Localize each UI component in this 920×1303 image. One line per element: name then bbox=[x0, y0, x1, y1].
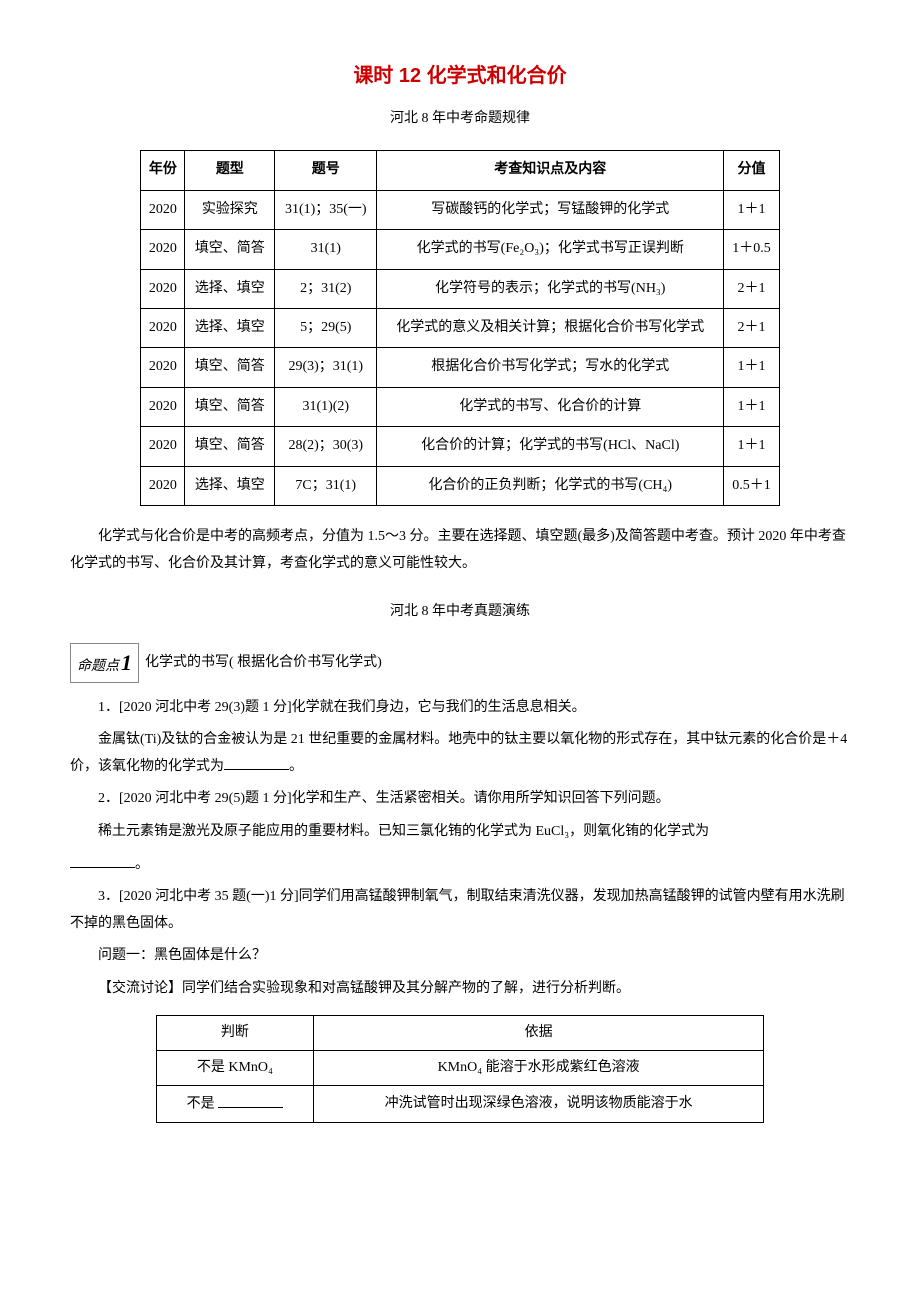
table-cell: 2＋1 bbox=[724, 308, 780, 347]
table-row: 2020实验探究31(1)；35(一)写碳酸钙的化学式；写锰酸钾的化学式1＋1 bbox=[141, 190, 780, 229]
cell-basis-1: KMnO₄ 能溶于水形成紫红色溶液 bbox=[314, 1051, 764, 1086]
topic-header: 命题点 1 化学式的书写( 根据化合价书写化学式) bbox=[70, 643, 850, 682]
subtitle-rules: 河北 8 年中考命题规律 bbox=[70, 108, 850, 130]
table-row: 不是 KMnO₄ KMnO₄ 能溶于水形成紫红色溶液 bbox=[156, 1051, 763, 1086]
table-row: 2020选择、填空5；29(5)化学式的意义及相关计算；根据化合价书写化学式2＋… bbox=[141, 308, 780, 347]
th-year: 年份 bbox=[141, 151, 185, 190]
table-cell: 1＋0.5 bbox=[724, 230, 780, 269]
table-row: 2020填空、简答28(2)；30(3)化合价的计算；化学式的书写(HCl、Na… bbox=[141, 427, 780, 466]
th-score: 分值 bbox=[724, 151, 780, 190]
topic-label: 命题点 bbox=[77, 656, 119, 678]
table-row: 2020填空、简答29(3)；31(1)根据化合价书写化学式；写水的化学式1＋1 bbox=[141, 348, 780, 387]
table-cell: 7C；31(1) bbox=[275, 466, 377, 505]
blank-field[interactable] bbox=[218, 1092, 283, 1107]
table-cell: 2020 bbox=[141, 269, 185, 308]
th-type: 题型 bbox=[185, 151, 275, 190]
table-cell: 化学式的书写(Fe₂O₃)；化学式书写正误判断 bbox=[377, 230, 724, 269]
q2-head: 2．[2020 河北中考 29(5)题 1 分]化学和生产、生活紧密相关。请你用… bbox=[70, 786, 850, 813]
table-cell: 2020 bbox=[141, 427, 185, 466]
q2-body-line2: 。 bbox=[70, 852, 850, 879]
table-cell: 31(1)；35(一) bbox=[275, 190, 377, 229]
table-cell: 28(2)；30(3) bbox=[275, 427, 377, 466]
table-cell: 选择、填空 bbox=[185, 269, 275, 308]
table-cell: 化合价的正负判断；化学式的书写(CH₄) bbox=[377, 466, 724, 505]
summary-paragraph: 化学式与化合价是中考的高频考点，分值为 1.5～3 分。主要在选择题、填空题(最… bbox=[70, 524, 850, 577]
table-cell: 2020 bbox=[141, 190, 185, 229]
table-cell: 根据化合价书写化学式；写水的化学式 bbox=[377, 348, 724, 387]
table-row: 2020选择、填空2；31(2)化学符号的表示；化学式的书写(NH₃)2＋1 bbox=[141, 269, 780, 308]
table-cell: 2020 bbox=[141, 466, 185, 505]
table-cell: 2020 bbox=[141, 230, 185, 269]
subtitle-practice: 河北 8 年中考真题演练 bbox=[70, 601, 850, 623]
q2-body: 稀土元素铕是激光及原子能应用的重要材料。已知三氯化铕的化学式为 EuCl₃，则氧… bbox=[70, 819, 850, 846]
table-cell: 5；29(5) bbox=[275, 308, 377, 347]
table-cell: 1＋1 bbox=[724, 190, 780, 229]
th-content: 考查知识点及内容 bbox=[377, 151, 724, 190]
table-cell: 29(3)；31(1) bbox=[275, 348, 377, 387]
q1-body-b: 。 bbox=[289, 759, 303, 774]
th-basis: 依据 bbox=[314, 1015, 764, 1050]
cell-basis-2: 冲洗试管时出现深绿色溶液，说明该物质能溶于水 bbox=[314, 1086, 764, 1123]
q3-head: 3．[2020 河北中考 35 题(一)1 分]同学们用高锰酸钾制氧气，制取结束… bbox=[70, 884, 850, 937]
blank-field[interactable] bbox=[70, 852, 135, 867]
q2-body-a: 稀土元素铕是激光及原子能应用的重要材料。已知三氯化铕的化学式为 EuCl₃，则氧… bbox=[98, 824, 709, 839]
table-cell: 31(1) bbox=[275, 230, 377, 269]
cell-judge-2: 不是 bbox=[156, 1086, 313, 1123]
q2-body-b: 。 bbox=[135, 857, 149, 872]
table-cell: 2；31(2) bbox=[275, 269, 377, 308]
table-cell: 填空、简答 bbox=[185, 230, 275, 269]
table-cell: 31(1)(2) bbox=[275, 387, 377, 426]
table-cell: 1＋1 bbox=[724, 387, 780, 426]
q1-head: 1．[2020 河北中考 29(3)题 1 分]化学就在我们身边，它与我们的生活… bbox=[70, 695, 850, 722]
table-cell: 化学符号的表示；化学式的书写(NH₃) bbox=[377, 269, 724, 308]
th-qnum: 题号 bbox=[275, 151, 377, 190]
table-cell: 1＋1 bbox=[724, 427, 780, 466]
q3-p2: 【交流讨论】同学们结合实验现象和对高锰酸钾及其分解产物的了解，进行分析判断。 bbox=[70, 976, 850, 1003]
table-cell: 化学式的意义及相关计算；根据化合价书写化学式 bbox=[377, 308, 724, 347]
q3-p1: 问题一：黑色固体是什么？ bbox=[70, 943, 850, 970]
table-header-row: 判断 依据 bbox=[156, 1015, 763, 1050]
table-cell: 填空、简答 bbox=[185, 427, 275, 466]
q1-body-a: 金属钛(Ti)及钛的合金被认为是 21 世纪重要的金属材料。地壳中的钛主要以氧化… bbox=[70, 732, 847, 774]
judgement-table: 判断 依据 不是 KMnO₄ KMnO₄ 能溶于水形成紫红色溶液 不是 冲洗试管… bbox=[156, 1015, 764, 1124]
table-cell: 1＋1 bbox=[724, 348, 780, 387]
table-row: 2020填空、简答31(1)(2)化学式的书写、化合价的计算1＋1 bbox=[141, 387, 780, 426]
page-title: 课时 12 化学式和化合价 bbox=[70, 60, 850, 92]
topic-badge: 命题点 1 bbox=[70, 643, 139, 682]
th-judge: 判断 bbox=[156, 1015, 313, 1050]
table-cell: 2020 bbox=[141, 387, 185, 426]
topic-description: 化学式的书写( 根据化合价书写化学式) bbox=[145, 652, 382, 674]
cell-judge-1: 不是 KMnO₄ bbox=[156, 1051, 313, 1086]
table-cell: 化合价的计算；化学式的书写(HCl、NaCl) bbox=[377, 427, 724, 466]
table-cell: 2020 bbox=[141, 348, 185, 387]
table-cell: 选择、填空 bbox=[185, 466, 275, 505]
blank-field[interactable] bbox=[224, 754, 289, 769]
table-cell: 写碳酸钙的化学式；写锰酸钾的化学式 bbox=[377, 190, 724, 229]
topic-number: 1 bbox=[121, 645, 132, 680]
table-cell: 实验探究 bbox=[185, 190, 275, 229]
cell-judge-2-text: 不是 bbox=[187, 1097, 219, 1112]
rules-table: 年份 题型 题号 考查知识点及内容 分值 2020实验探究31(1)；35(一)… bbox=[140, 150, 780, 506]
table-header-row: 年份 题型 题号 考查知识点及内容 分值 bbox=[141, 151, 780, 190]
table-cell: 2020 bbox=[141, 308, 185, 347]
table-row: 不是 冲洗试管时出现深绿色溶液，说明该物质能溶于水 bbox=[156, 1086, 763, 1123]
table-cell: 填空、简答 bbox=[185, 387, 275, 426]
table-cell: 选择、填空 bbox=[185, 308, 275, 347]
table-row: 2020选择、填空7C；31(1)化合价的正负判断；化学式的书写(CH₄)0.5… bbox=[141, 466, 780, 505]
q1-body: 金属钛(Ti)及钛的合金被认为是 21 世纪重要的金属材料。地壳中的钛主要以氧化… bbox=[70, 727, 850, 780]
table-cell: 填空、简答 bbox=[185, 348, 275, 387]
table-cell: 化学式的书写、化合价的计算 bbox=[377, 387, 724, 426]
table-row: 2020填空、简答31(1)化学式的书写(Fe₂O₃)；化学式书写正误判断1＋0… bbox=[141, 230, 780, 269]
table-cell: 2＋1 bbox=[724, 269, 780, 308]
table-cell: 0.5＋1 bbox=[724, 466, 780, 505]
